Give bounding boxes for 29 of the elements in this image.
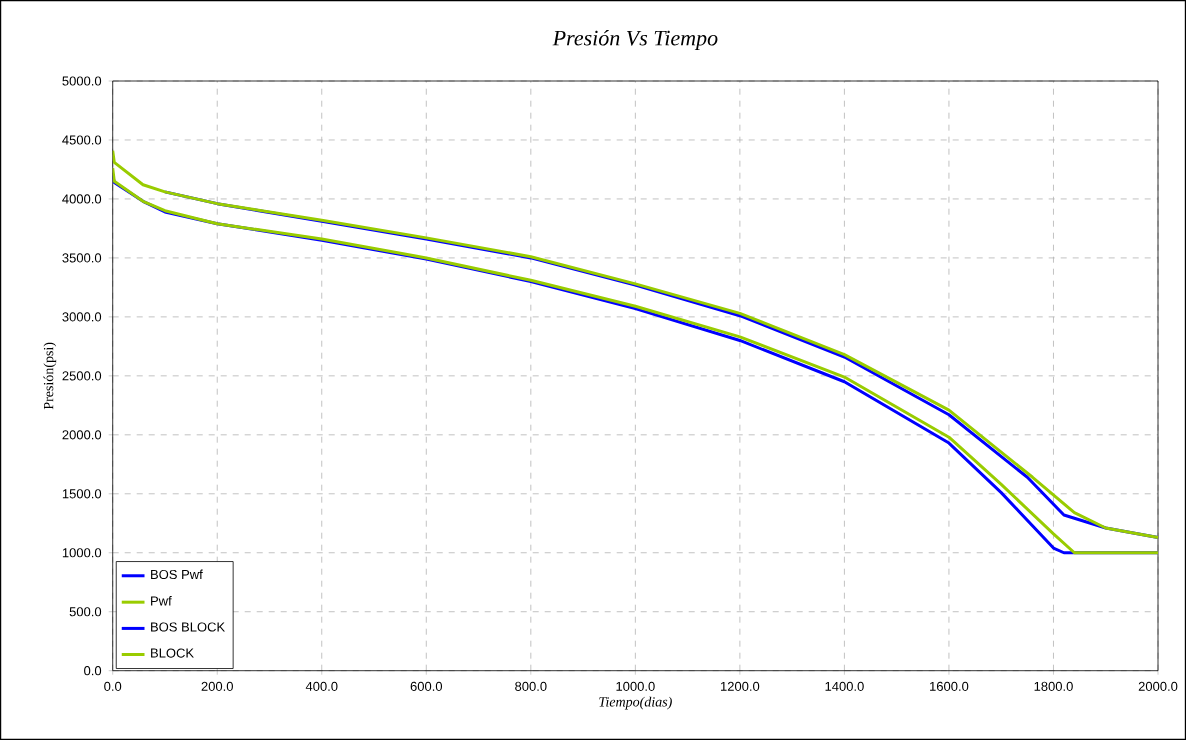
y-tick-label: 4000.0 (62, 194, 102, 204)
y-tick-label: 500.0 (69, 607, 102, 617)
y-tick-label: 1000.0 (62, 548, 102, 558)
y-axis-title: Presión(psi) (43, 342, 57, 410)
y-tick-label: 4500.0 (62, 135, 102, 145)
x-tick-label: 1000.0 (616, 681, 655, 691)
legend-label: BLOCK (151, 648, 194, 658)
x-tick-label: 200.0 (201, 681, 233, 691)
y-tick-label: 1500.0 (62, 489, 102, 499)
x-tick-label: 400.0 (305, 681, 338, 691)
x-tick-label: 600.0 (410, 681, 443, 691)
y-tick-label: 5000.0 (62, 76, 102, 86)
y-tick-label: 0.0 (84, 666, 102, 676)
legend-label: BOS Pwf (151, 569, 203, 580)
legend-label: BOS BLOCK (151, 622, 225, 632)
x-tick-label: 1400.0 (825, 681, 864, 691)
x-tick-label: 0.0 (104, 681, 122, 691)
y-tick-label: 2000.0 (62, 430, 102, 440)
x-tick-label: 1800.0 (1034, 681, 1073, 691)
y-tick-label: 3000.0 (62, 312, 102, 322)
chart-title: Presión Vs Tiempo (552, 30, 718, 50)
x-tick-label: 800.0 (515, 681, 547, 691)
x-axis-title: Tiempo(dias) (599, 696, 672, 710)
x-tick-label: 2000.0 (1138, 681, 1178, 691)
legend-label: Pwf (151, 595, 172, 606)
x-tick-label: 1200.0 (721, 681, 760, 691)
y-tick-label: 2500.0 (62, 371, 102, 381)
y-tick-label: 3500.0 (62, 253, 102, 263)
x-tick-label: 1600.0 (930, 681, 969, 691)
